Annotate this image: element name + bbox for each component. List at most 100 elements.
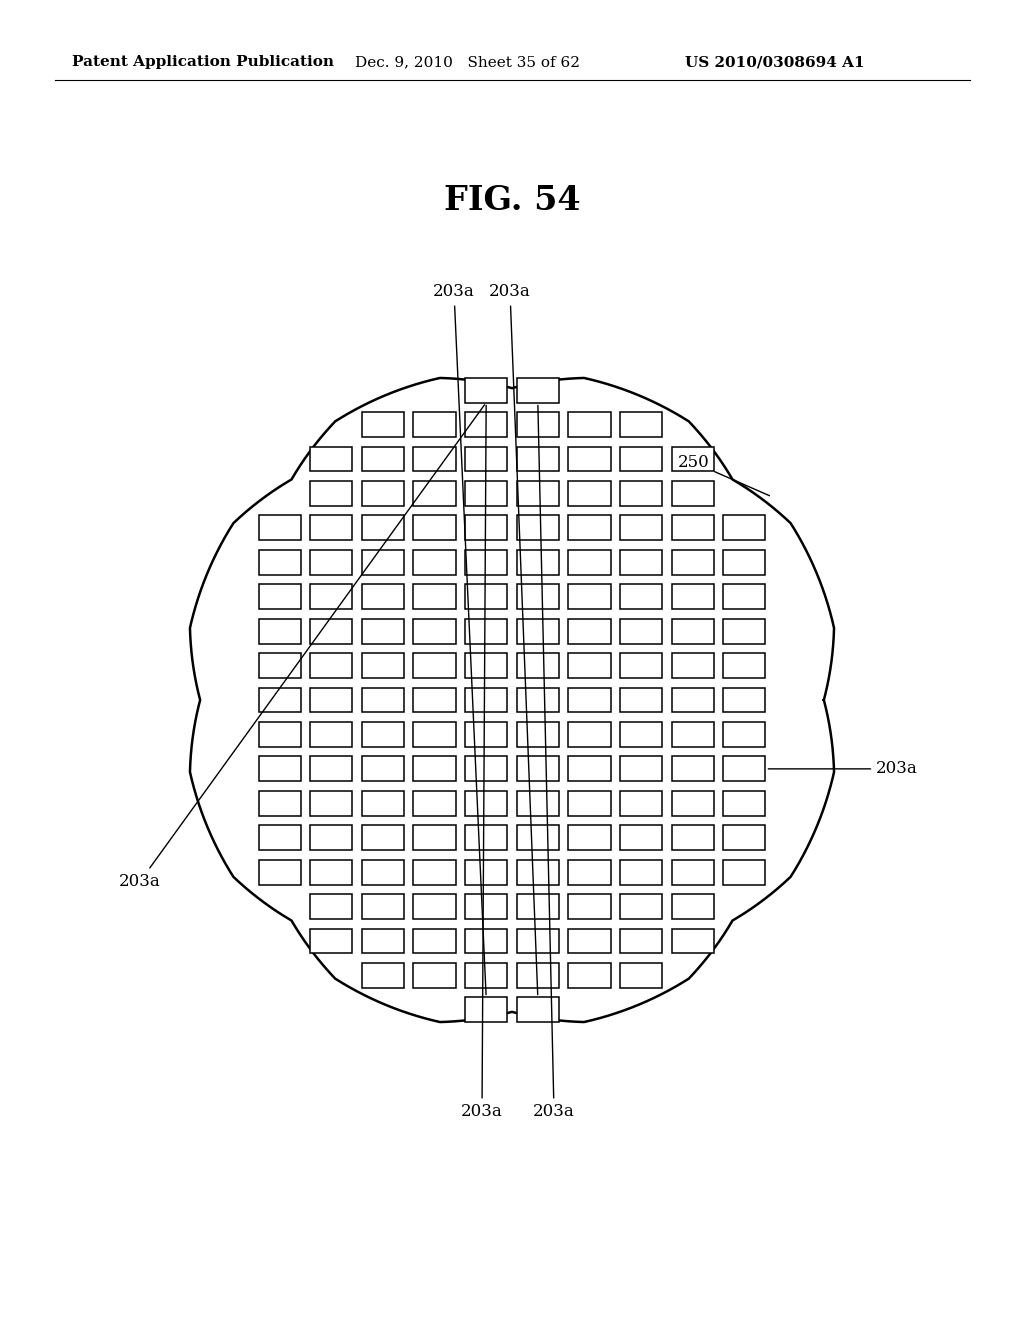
Text: 203a: 203a [433, 284, 486, 995]
Bar [568, 619, 610, 644]
Bar [621, 653, 663, 678]
Bar [723, 722, 766, 747]
Bar [310, 446, 352, 471]
Bar [672, 859, 714, 884]
Bar [621, 585, 663, 609]
Bar [517, 550, 559, 574]
Bar [414, 928, 456, 953]
Text: 203a: 203a [489, 284, 538, 995]
Bar [361, 825, 403, 850]
Bar [672, 791, 714, 816]
Bar [361, 480, 403, 506]
Bar [361, 894, 403, 919]
Bar [258, 722, 301, 747]
Bar [568, 791, 610, 816]
Bar [621, 412, 663, 437]
Bar [361, 791, 403, 816]
Bar [465, 722, 507, 747]
Bar [414, 412, 456, 437]
Bar [723, 619, 766, 644]
Bar [310, 688, 352, 713]
Bar [465, 894, 507, 919]
Bar [517, 928, 559, 953]
Bar [672, 894, 714, 919]
Bar [723, 791, 766, 816]
Bar [672, 585, 714, 609]
Bar [414, 964, 456, 987]
Text: 203a: 203a [768, 760, 918, 777]
Bar [258, 791, 301, 816]
Bar [361, 550, 403, 574]
Bar [517, 722, 559, 747]
Bar [465, 550, 507, 574]
Bar [361, 585, 403, 609]
Bar [310, 928, 352, 953]
Bar [517, 894, 559, 919]
Bar [310, 480, 352, 506]
Bar [361, 515, 403, 540]
Bar [258, 825, 301, 850]
Bar [414, 550, 456, 574]
Bar [414, 791, 456, 816]
Bar [723, 756, 766, 781]
Bar [723, 550, 766, 574]
Bar [361, 722, 403, 747]
Bar [258, 585, 301, 609]
Bar [568, 412, 610, 437]
Bar [517, 619, 559, 644]
Bar [465, 515, 507, 540]
Bar [568, 722, 610, 747]
Bar [672, 825, 714, 850]
Bar [672, 550, 714, 574]
Bar [517, 859, 559, 884]
Bar [568, 894, 610, 919]
Text: 203a: 203a [461, 405, 503, 1121]
Bar [414, 688, 456, 713]
Text: Patent Application Publication: Patent Application Publication [72, 55, 334, 69]
Bar [621, 894, 663, 919]
Bar [414, 653, 456, 678]
Bar [517, 964, 559, 987]
Text: 203a: 203a [534, 405, 574, 1121]
Bar [465, 825, 507, 850]
Bar [517, 688, 559, 713]
Bar [465, 964, 507, 987]
Bar [361, 412, 403, 437]
Bar [310, 825, 352, 850]
Bar [621, 688, 663, 713]
Bar [672, 653, 714, 678]
Bar [465, 378, 507, 403]
Bar [621, 859, 663, 884]
Bar [621, 825, 663, 850]
Bar [517, 412, 559, 437]
Bar [361, 859, 403, 884]
Bar [465, 791, 507, 816]
Bar [517, 515, 559, 540]
Bar [465, 585, 507, 609]
Text: 203a: 203a [119, 405, 484, 890]
Bar [310, 619, 352, 644]
Bar [414, 515, 456, 540]
Bar [723, 515, 766, 540]
Bar [517, 791, 559, 816]
Bar [621, 550, 663, 574]
Bar [723, 653, 766, 678]
Bar [723, 859, 766, 884]
Bar [568, 653, 610, 678]
Bar [414, 722, 456, 747]
Bar [465, 653, 507, 678]
Bar [568, 515, 610, 540]
Bar [568, 825, 610, 850]
Bar [465, 446, 507, 471]
Text: 250: 250 [678, 454, 769, 496]
Bar [258, 550, 301, 574]
Bar [568, 964, 610, 987]
Bar [517, 756, 559, 781]
Bar [465, 859, 507, 884]
Bar [414, 480, 456, 506]
Bar [414, 894, 456, 919]
Bar [258, 653, 301, 678]
Bar [621, 446, 663, 471]
Bar [621, 964, 663, 987]
Bar [258, 756, 301, 781]
